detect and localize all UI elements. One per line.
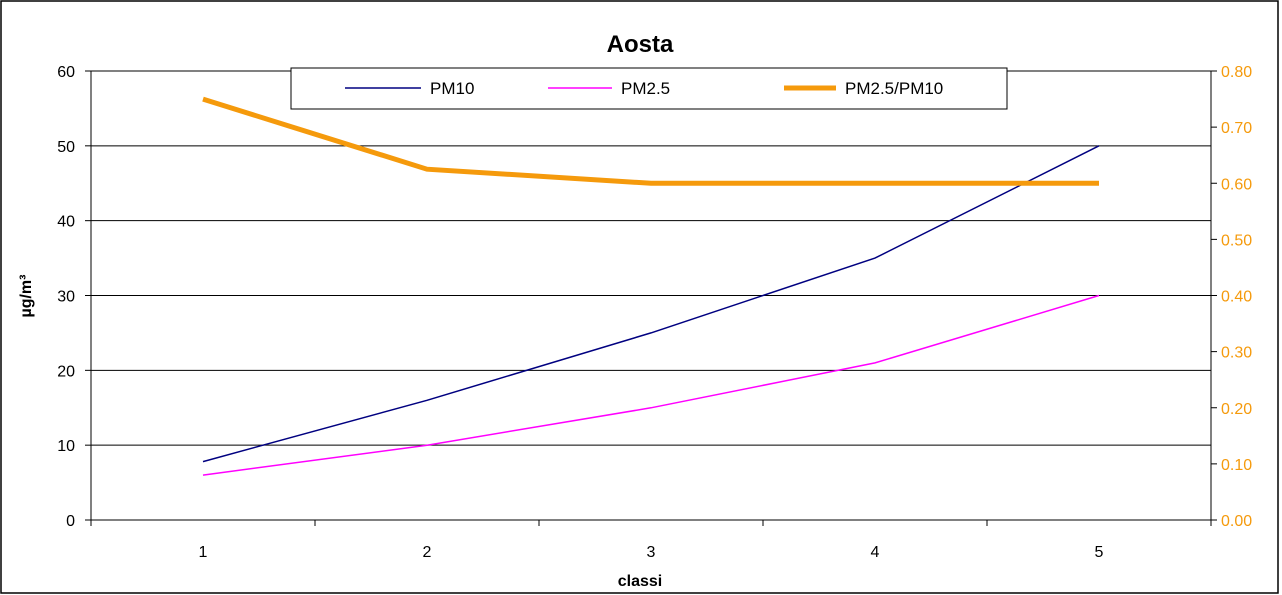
- right-tick-label: 0.70: [1221, 120, 1252, 137]
- legend-label-3: PM2.5/PM10: [845, 79, 943, 98]
- left-axis-ticks: 0 10 20 30 40 50 60: [57, 64, 91, 530]
- right-tick-label: 0.30: [1221, 345, 1252, 362]
- x-tick-label: 4: [871, 544, 880, 561]
- right-tick-label: 0.10: [1221, 457, 1252, 474]
- left-tick-label: 50: [57, 139, 75, 156]
- right-tick-label: 0.80: [1221, 64, 1252, 81]
- series-line-3: [202, 96, 1099, 186]
- legend: PM10 PM2.5 PM2.5/PM10: [290, 67, 1008, 110]
- legend-label-2: PM2.5: [621, 79, 670, 98]
- x-axis-label: classi: [618, 573, 662, 590]
- right-tick-label: 0.50: [1221, 232, 1252, 249]
- right-tick-label: 0.60: [1221, 176, 1252, 193]
- x-tick-label: 3: [647, 544, 656, 561]
- right-tick-label: 0.20: [1221, 401, 1252, 418]
- right-tick-label: 0.00: [1221, 513, 1252, 530]
- x-tick-label: 1: [199, 544, 208, 561]
- x-tick-label: 5: [1095, 544, 1104, 561]
- x-axis-ticks: 1 2 3 4 5: [90, 520, 1212, 561]
- x-tick-label: 2: [423, 544, 432, 561]
- right-tick-label: 0.40: [1221, 289, 1252, 306]
- right-axis-ticks: 0.00 0.10 0.20 0.30 0.40 0.50 0.60 0.70 0.80: [1211, 64, 1252, 530]
- series-line-1: [202, 145, 1100, 463]
- left-tick-label: 20: [57, 363, 75, 380]
- left-tick-label: 0: [66, 513, 75, 530]
- series-line-2: [202, 294, 1100, 476]
- left-tick-label: 30: [57, 289, 75, 306]
- y-axis-label: µg/m³: [18, 275, 35, 318]
- left-tick-label: 10: [57, 438, 75, 455]
- legend-label-1: PM10: [430, 79, 474, 98]
- chart-title: Aosta: [607, 31, 674, 58]
- left-tick-label: 60: [57, 64, 75, 81]
- series-layer: [202, 96, 1100, 476]
- left-tick-label: 40: [57, 214, 75, 231]
